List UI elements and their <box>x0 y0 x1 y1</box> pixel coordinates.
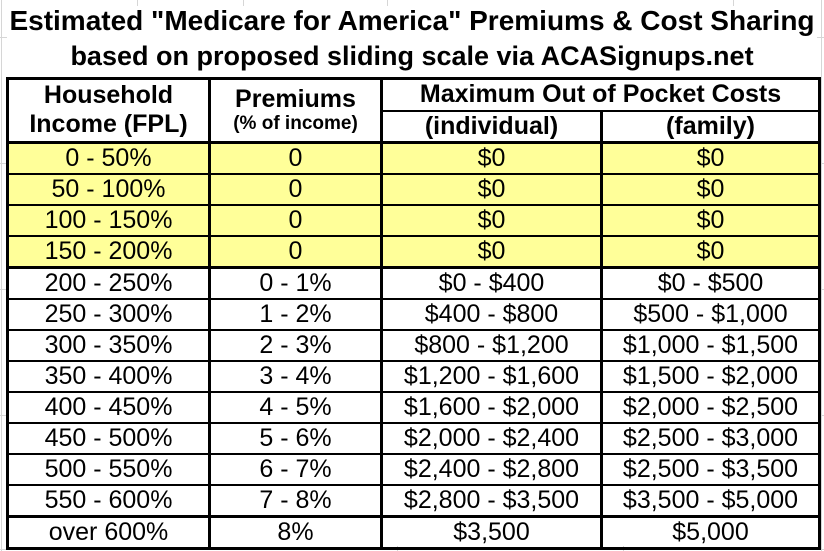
cell-moop-individual: $1,600 - $2,000 <box>380 390 603 424</box>
gridline <box>0 37 7 38</box>
table-row: 250 - 300% 1 - 2% $400 - $800 $500 - $1,000 <box>6 297 822 331</box>
table-row: 350 - 400% 3 - 4% $1,200 - $1,600 $1,500 - … <box>6 359 822 393</box>
cell-moop-family: $1,000 - $1,500 <box>599 328 822 362</box>
cell-moop-family: $0 - $500 <box>599 265 822 300</box>
cell-moop-individual: $3,500 <box>380 514 603 550</box>
cell-premium-percent: 6 - 7% <box>208 452 383 486</box>
table-row: 500 - 550% 6 - 7% $2,400 - $2,800 $2,500 - … <box>6 452 822 486</box>
gridline <box>821 0 822 551</box>
table-header: Household Income (FPL) Premiums (% of in… <box>6 77 822 143</box>
table-row: over 600% 8% $3,500 $5,000 <box>6 514 822 550</box>
cell-premium-percent: 1 - 2% <box>208 297 383 331</box>
gridline <box>817 37 824 38</box>
cell-household-income: 550 - 600% <box>6 483 211 517</box>
table-row: 150 - 200% 0 $0 $0 <box>6 234 822 268</box>
gridline <box>0 289 6 290</box>
cell-premium-percent: 4 - 5% <box>208 390 383 424</box>
page-title-line2: based on proposed sliding scale via ACAS… <box>70 41 754 71</box>
cell-moop-individual: $0 <box>380 234 603 268</box>
cell-moop-individual: $2,800 - $3,500 <box>380 483 603 517</box>
cell-household-income: 250 - 300% <box>6 297 211 331</box>
cell-household-income: 400 - 450% <box>6 390 211 424</box>
cell-moop-family: $0 <box>599 234 822 268</box>
gridline <box>0 163 6 164</box>
cell-premium-percent: 0 - 1% <box>208 265 383 300</box>
cell-moop-individual: $0 <box>380 203 603 237</box>
cell-household-income: 200 - 250% <box>6 265 211 300</box>
gridline <box>0 415 6 416</box>
cell-moop-family: $500 - $1,000 <box>599 297 822 331</box>
table-row: 100 - 150% 0 $0 $0 <box>6 203 822 237</box>
cell-premium-percent: 0 <box>208 234 383 268</box>
gridline <box>387 0 388 6</box>
table-row: 300 - 350% 2 - 3% $800 - $1,200 $1,000 - $1… <box>6 328 822 362</box>
cell-moop-individual: $0 <box>380 172 603 206</box>
table-row: 50 - 100% 0 $0 $0 <box>6 172 822 206</box>
cell-household-income: 100 - 150% <box>6 203 211 237</box>
cell-moop-individual: $0 <box>380 140 603 175</box>
col-header-family: (family) <box>599 109 822 143</box>
cell-household-income: 500 - 550% <box>6 452 211 486</box>
cell-household-income: 150 - 200% <box>6 234 211 268</box>
page-title-line1: Estimated "Medicare for America" Premium… <box>9 5 815 36</box>
premiums-header-sublabel: (% of income) <box>233 113 358 135</box>
cell-moop-family: $2,000 - $2,500 <box>599 390 822 424</box>
premiums-header-label: Premiums <box>235 85 356 114</box>
cell-household-income: 300 - 350% <box>6 328 211 362</box>
col-header-premiums: Premiums (% of income) <box>208 77 383 143</box>
cell-household-income: 350 - 400% <box>6 359 211 393</box>
col-header-household-income: Household Income (FPL) <box>6 77 211 143</box>
table-row: 200 - 250% 0 - 1% $0 - $400 $0 - $500 <box>6 265 822 300</box>
gridline <box>733 0 734 6</box>
income-header-line2: Income (FPL) <box>29 110 188 139</box>
cell-moop-family: $0 <box>599 203 822 237</box>
cell-household-income: 0 - 50% <box>6 140 211 175</box>
cell-moop-family: $3,500 - $5,000 <box>599 483 822 517</box>
cell-moop-family: $5,000 <box>599 514 822 550</box>
cell-premium-percent: 3 - 4% <box>208 359 383 393</box>
title-block: Estimated "Medicare for America" Premium… <box>0 0 824 76</box>
cell-premium-percent: 2 - 3% <box>208 328 383 362</box>
cell-moop-individual: $2,400 - $2,800 <box>380 452 603 486</box>
cell-premium-percent: 0 <box>208 203 383 237</box>
gridline <box>1 0 2 551</box>
cell-moop-individual: $800 - $1,200 <box>380 328 603 362</box>
table-row: 550 - 600% 7 - 8% $2,800 - $3,500 $3,500 - … <box>6 483 822 517</box>
cell-household-income: over 600% <box>6 514 211 550</box>
gridline <box>137 0 138 6</box>
table-row: 400 - 450% 4 - 5% $1,600 - $2,000 $2,000 - … <box>6 390 822 424</box>
cell-moop-individual: $400 - $800 <box>380 297 603 331</box>
gridline <box>243 0 244 6</box>
income-header-line1: Household <box>43 81 174 110</box>
cell-premium-percent: 8% <box>208 514 383 550</box>
table-body: 0 - 50% 0 $0 $0 50 - 100% 0 $0 $0 100 - 150% 0 $0 $… <box>6 140 822 550</box>
cell-moop-family: $2,500 - $3,000 <box>599 421 822 455</box>
cell-moop-family: $2,500 - $3,500 <box>599 452 822 486</box>
cell-household-income: 50 - 100% <box>6 172 211 206</box>
cell-moop-family: $0 <box>599 172 822 206</box>
cell-moop-individual: $0 - $400 <box>380 265 603 300</box>
cell-moop-family: $0 <box>599 140 822 175</box>
col-header-max-out-of-pocket: Maximum Out of Pocket Costs <box>379 77 822 112</box>
gridline <box>0 549 824 550</box>
premiums-cost-sharing-table: Household Income (FPL) Premiums (% of in… <box>6 77 822 550</box>
cell-premium-percent: 7 - 8% <box>208 483 383 517</box>
cell-premium-percent: 0 <box>208 140 383 175</box>
col-header-individual: (individual) <box>380 109 603 143</box>
cell-moop-individual: $1,200 - $1,600 <box>380 359 603 393</box>
table-row: 0 - 50% 0 $0 $0 <box>6 140 822 175</box>
cell-premium-percent: 5 - 6% <box>208 421 383 455</box>
table-row: 450 - 500% 5 - 6% $2,000 - $2,400 $2,500 - … <box>6 421 822 455</box>
cell-moop-family: $1,500 - $2,000 <box>599 359 822 393</box>
cell-moop-individual: $2,000 - $2,400 <box>380 421 603 455</box>
cell-premium-percent: 0 <box>208 172 383 206</box>
cell-household-income: 450 - 500% <box>6 421 211 455</box>
